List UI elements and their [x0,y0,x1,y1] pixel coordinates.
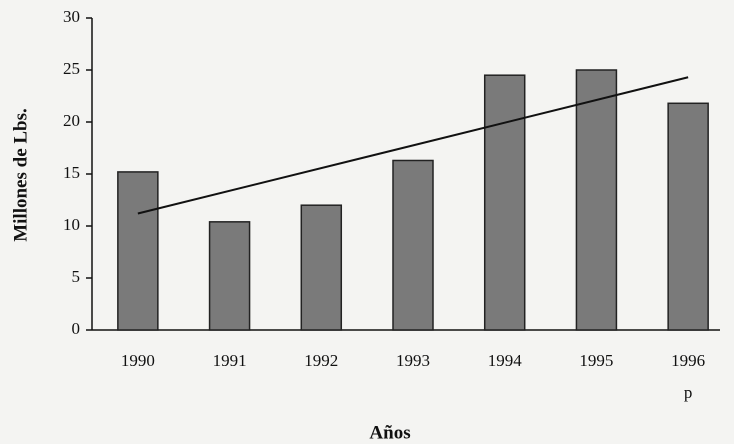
bar [483,74,526,331]
bar [392,159,434,331]
bar [667,102,709,331]
x-tick-label: 1992 [304,351,338,370]
y-tick-label: 5 [72,267,81,286]
x-tick-label: 1994 [488,351,523,370]
x-tick-label: 1991 [213,351,247,370]
x-tick-label: 1995 [579,351,613,370]
y-tick-label: 30 [63,7,80,26]
x-tick-label: 1993 [396,351,430,370]
annotation: p [684,383,693,402]
y-tick-label: 25 [63,59,80,78]
x-axis-label: Años [369,422,410,443]
bar [575,69,618,331]
y-tick-label: 15 [63,163,80,182]
y-tick-label: 0 [72,319,81,338]
trend-line [137,76,689,215]
bar [117,171,159,331]
bar [208,221,251,331]
y-tick-label: 20 [63,111,80,130]
bar [300,204,343,331]
y-tick-label: 10 [63,215,80,234]
x-tick-label: 1996 [671,351,705,370]
x-tick-label: 1990 [121,351,155,370]
y-axis-label: Millones de Lbs. [10,108,31,242]
